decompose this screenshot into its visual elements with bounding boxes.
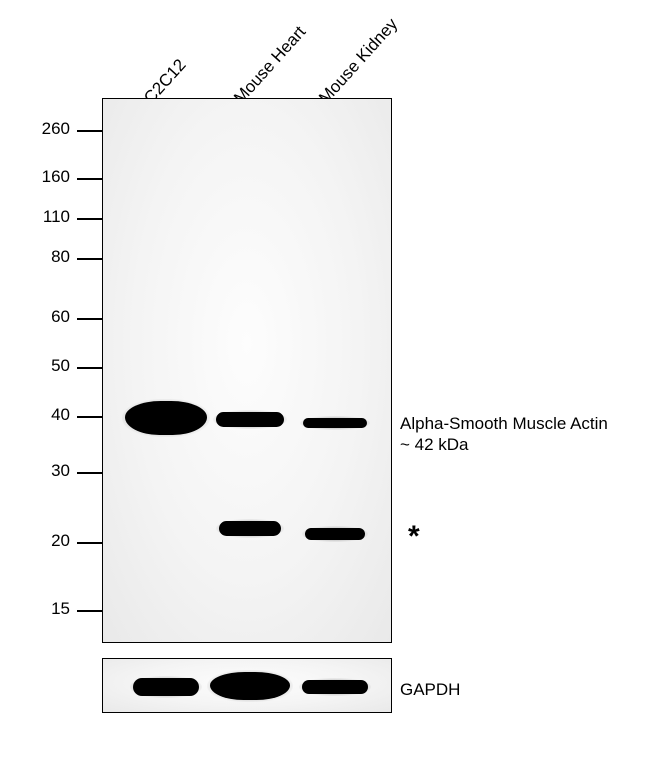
band <box>305 528 365 540</box>
mw-marker-value: 110 <box>0 207 70 227</box>
lane-label: Mouse Heart <box>230 22 310 108</box>
blot-background <box>103 99 391 642</box>
band <box>302 680 368 694</box>
band <box>133 678 199 696</box>
main-blot-frame <box>102 98 392 643</box>
mw-marker-tick <box>77 258 102 260</box>
target-line2: ~ 42 kDa <box>400 435 469 454</box>
mw-marker-value: 50 <box>0 356 70 376</box>
mw-marker-value: 15 <box>0 599 70 619</box>
band <box>210 672 290 700</box>
mw-marker-value: 60 <box>0 307 70 327</box>
mw-marker-tick <box>77 472 102 474</box>
mw-marker-value: 80 <box>0 247 70 267</box>
figure-canvas: C2C12 Mouse Heart Mouse Kidney 260160110… <box>0 0 650 773</box>
target-protein-label: Alpha-Smooth Muscle Actin ~ 42 kDa <box>400 413 608 456</box>
mw-marker-value: 260 <box>0 119 70 139</box>
mw-marker-tick <box>77 218 102 220</box>
band <box>303 418 367 428</box>
band <box>125 401 207 435</box>
target-line1: Alpha-Smooth Muscle Actin <box>400 414 608 433</box>
mw-marker-tick <box>77 318 102 320</box>
mw-marker-tick <box>77 542 102 544</box>
mw-marker-tick <box>77 610 102 612</box>
mw-marker-tick <box>77 130 102 132</box>
mw-marker-value: 40 <box>0 405 70 425</box>
mw-marker-tick <box>77 367 102 369</box>
mw-marker-tick <box>77 178 102 180</box>
band <box>219 521 281 536</box>
loading-control-label: GAPDH <box>400 679 460 700</box>
mw-marker-value: 30 <box>0 461 70 481</box>
lane-label: Mouse Kidney <box>315 15 402 108</box>
mw-marker-value: 160 <box>0 167 70 187</box>
band <box>216 412 284 427</box>
nonspecific-band-asterisk: * <box>408 520 420 554</box>
mw-marker-tick <box>77 416 102 418</box>
mw-marker-value: 20 <box>0 531 70 551</box>
